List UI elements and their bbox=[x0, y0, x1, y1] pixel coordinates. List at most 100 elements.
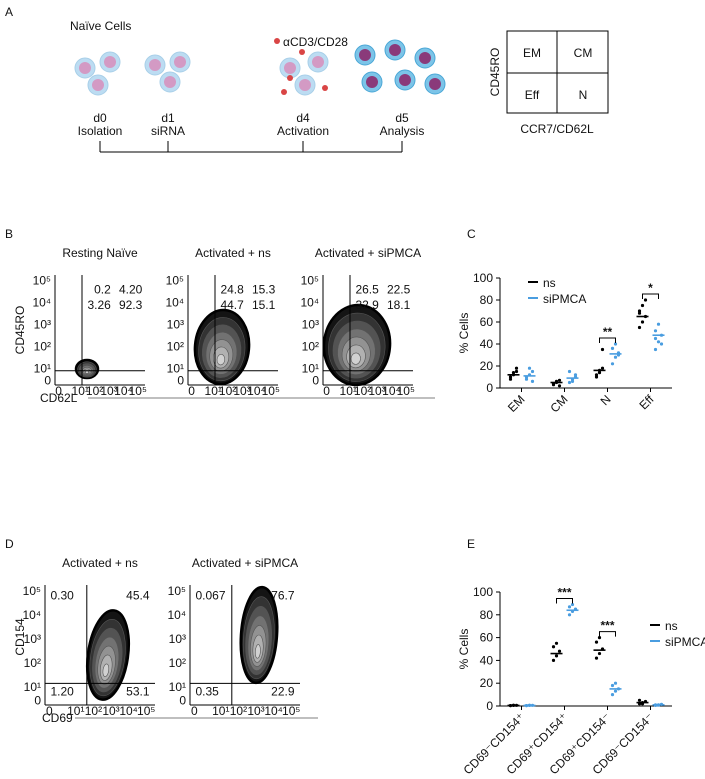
flow-y-tick: 10² bbox=[24, 656, 41, 670]
data-point bbox=[600, 347, 605, 352]
data-point bbox=[567, 380, 572, 385]
panel-letter: B bbox=[5, 227, 13, 241]
flow-y-tick: 10¹ bbox=[34, 362, 51, 376]
data-point bbox=[557, 378, 562, 382]
flow-x-tick: 10¹ bbox=[72, 384, 89, 398]
step-label: Isolation bbox=[78, 124, 123, 138]
data-point bbox=[637, 698, 642, 702]
contour bbox=[193, 308, 251, 386]
significance-label: ** bbox=[603, 325, 613, 339]
quadrant-value: 0.2 bbox=[94, 283, 111, 297]
flow-y-label: CD45RO bbox=[13, 306, 27, 355]
quadrant-key-cell: Eff bbox=[525, 88, 540, 102]
data-point bbox=[637, 325, 642, 330]
data-point bbox=[659, 342, 664, 346]
significance-bracket bbox=[599, 337, 616, 343]
quadrant-key-cell: CM bbox=[574, 46, 593, 60]
data-point bbox=[527, 366, 532, 370]
quadrant-value: 0.30 bbox=[51, 588, 75, 602]
flow-y-tick: 0 bbox=[44, 374, 51, 388]
x-tick-label: Eff bbox=[636, 392, 657, 413]
data-point bbox=[600, 366, 605, 370]
data-point bbox=[610, 693, 615, 697]
flow-y-tick: 10⁴ bbox=[22, 608, 41, 622]
data-point bbox=[640, 320, 645, 324]
quadrant-value: 22.5 bbox=[387, 283, 411, 297]
significance-bracket bbox=[642, 293, 659, 299]
contour bbox=[85, 609, 131, 701]
data-point bbox=[613, 342, 618, 346]
stimulus-label: αCD3/CD28 bbox=[283, 35, 348, 49]
data-point bbox=[554, 654, 559, 658]
data-point bbox=[594, 373, 599, 377]
contour bbox=[239, 585, 279, 685]
flow-x-tick: 10² bbox=[230, 704, 247, 718]
flow-x-tick: 10¹ bbox=[67, 704, 84, 718]
flow-title: Resting Naïve bbox=[62, 246, 138, 260]
data-point bbox=[508, 377, 513, 381]
flow-y-tick: 10⁵ bbox=[166, 274, 184, 288]
step-day: d4 bbox=[296, 111, 310, 125]
flow-x-tick: 10⁵ bbox=[137, 704, 155, 718]
quadrant-key-cell: EM bbox=[523, 46, 541, 60]
flow-x-tick: 10³ bbox=[100, 384, 117, 398]
flow-x-tick: 0 bbox=[46, 704, 53, 718]
flow-y-tick: 10⁴ bbox=[165, 296, 184, 310]
flow-y-tick: 10³ bbox=[34, 318, 51, 332]
y-tick-label: 0 bbox=[486, 381, 493, 395]
legend-label: ns bbox=[665, 619, 678, 633]
flow-x-tick: 10² bbox=[86, 384, 103, 398]
y-tick-label: 0 bbox=[486, 699, 493, 713]
flow-x-tick: 10⁴ bbox=[382, 384, 401, 398]
flow-y-tick: 10¹ bbox=[167, 362, 184, 376]
quadrant-key-x: CCR7/CD62L bbox=[520, 122, 594, 136]
quadrant-value: 15.3 bbox=[252, 283, 276, 297]
data-point bbox=[567, 613, 572, 617]
step-day: d0 bbox=[93, 111, 107, 125]
flow-x-tick: 10³ bbox=[247, 704, 264, 718]
step-label: Analysis bbox=[380, 124, 425, 138]
quadrant-value: 4.20 bbox=[119, 283, 143, 297]
contour bbox=[322, 303, 392, 387]
legend-label: ns bbox=[543, 276, 556, 290]
flow-x-tick: 10⁵ bbox=[397, 384, 415, 398]
data-point bbox=[573, 373, 578, 377]
step-label: Activation bbox=[277, 124, 329, 138]
data-point bbox=[597, 636, 602, 640]
legend-label: siPMCA bbox=[665, 635, 705, 649]
bead bbox=[281, 89, 287, 95]
data-point bbox=[514, 366, 519, 370]
bead bbox=[322, 85, 328, 91]
flow-title: Activated + ns bbox=[62, 556, 138, 570]
flow-x-tick: 10⁴ bbox=[114, 384, 133, 398]
flow-x-tick: 10⁵ bbox=[282, 704, 300, 718]
flow-y-tick: 10⁵ bbox=[168, 584, 186, 598]
flow-x-label: CD62L bbox=[40, 391, 78, 405]
significance-label: * bbox=[648, 281, 653, 295]
data-point bbox=[570, 379, 575, 383]
flow-y-tick: 0 bbox=[179, 693, 186, 707]
flow-x-tick: 10³ bbox=[233, 384, 250, 398]
flow-x-tick: 10¹ bbox=[340, 384, 357, 398]
data-point bbox=[557, 384, 562, 388]
quadrant-value: 32.9 bbox=[355, 298, 379, 312]
significance-label: *** bbox=[600, 619, 614, 633]
nucleus bbox=[419, 52, 431, 64]
nucleus bbox=[92, 79, 104, 91]
nucleus bbox=[149, 59, 161, 71]
y-tick-label: 80 bbox=[480, 608, 494, 622]
significance-label: *** bbox=[557, 586, 571, 600]
y-axis-label: % Cells bbox=[457, 629, 471, 670]
quadrant-value: 76.7 bbox=[271, 588, 295, 602]
flow-title: Activated + siPMCA bbox=[315, 246, 421, 260]
flow-x-label: CD69 bbox=[42, 711, 73, 725]
flow-x-tick: 0 bbox=[323, 384, 330, 398]
flow-title: Activated + siPMCA bbox=[192, 556, 298, 570]
flow-y-tick: 10⁵ bbox=[33, 274, 51, 288]
flow-y-tick: 10³ bbox=[167, 318, 184, 332]
data-point bbox=[567, 605, 572, 609]
step-label: siRNA bbox=[151, 124, 185, 138]
nucleus bbox=[174, 56, 186, 68]
data-point bbox=[524, 377, 529, 381]
